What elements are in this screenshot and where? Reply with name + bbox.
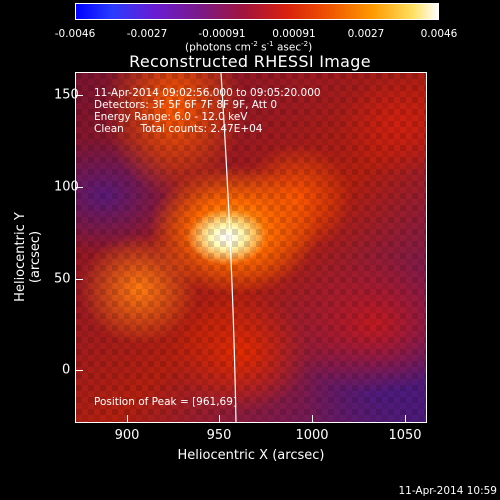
colorbar-strip <box>75 3 439 20</box>
colorbar-unit-label: (photons cm-2 s-1 asec-2) <box>185 40 313 54</box>
x-tick-mark <box>127 415 128 423</box>
y-tick-label: 0 <box>62 362 71 378</box>
info-time-range: 11-Apr-2014 09:02:56.000 to 09:05:20.000 <box>94 87 321 99</box>
y-tick-mark <box>75 279 83 280</box>
x-tick-label: 950 <box>206 428 232 443</box>
x-axis-label: Heliocentric X (arcsec) <box>177 448 325 463</box>
info-detectors: Detectors: 3F 5F 6F 7F 8F 9F, Att 0 <box>94 99 278 111</box>
colorbar-tick: -0.00091 <box>198 28 246 40</box>
solar-limb-line <box>220 73 237 422</box>
colorbar-tick: -0.0046 <box>54 28 96 40</box>
plot-title: Reconstructed RHESSI Image <box>129 52 371 71</box>
colorbar-tick: 0.00091 <box>272 28 316 40</box>
x-tick-mark <box>219 415 220 423</box>
x-tick-mark <box>405 415 406 423</box>
y-tick-label: 150 <box>54 87 79 103</box>
colorbar-tick: 0.0027 <box>347 28 385 40</box>
x-tick-mark <box>312 415 313 423</box>
peak-position-label: Position of Peak = [961,69] <box>94 396 238 408</box>
info-energy-range: Energy Range: 6.0 - 12.0 keV <box>94 111 248 123</box>
info-clean-counts: Clean Total counts: 2.47E+04 <box>94 123 263 135</box>
rhessi-image: 11-Apr-2014 09:02:56.000 to 09:05:20.000… <box>75 72 427 423</box>
y-tick-mark <box>75 370 83 371</box>
colorbar-tick: -0.0027 <box>126 28 168 40</box>
x-tick-label: 1000 <box>295 428 329 443</box>
y-tick-mark <box>75 95 83 96</box>
y-axis-label: Heliocentric Y (arcsec) <box>13 212 43 302</box>
y-tick-label: 50 <box>54 271 71 287</box>
y-tick-mark <box>75 187 83 188</box>
image-texture <box>76 73 426 422</box>
y-tick-label: 100 <box>54 179 79 195</box>
x-tick-label: 1050 <box>388 428 422 443</box>
colorbar-tick: 0.0046 <box>420 28 458 40</box>
render-timestamp: 11-Apr-2014 10:59 <box>398 485 497 497</box>
x-tick-label: 900 <box>114 428 140 443</box>
